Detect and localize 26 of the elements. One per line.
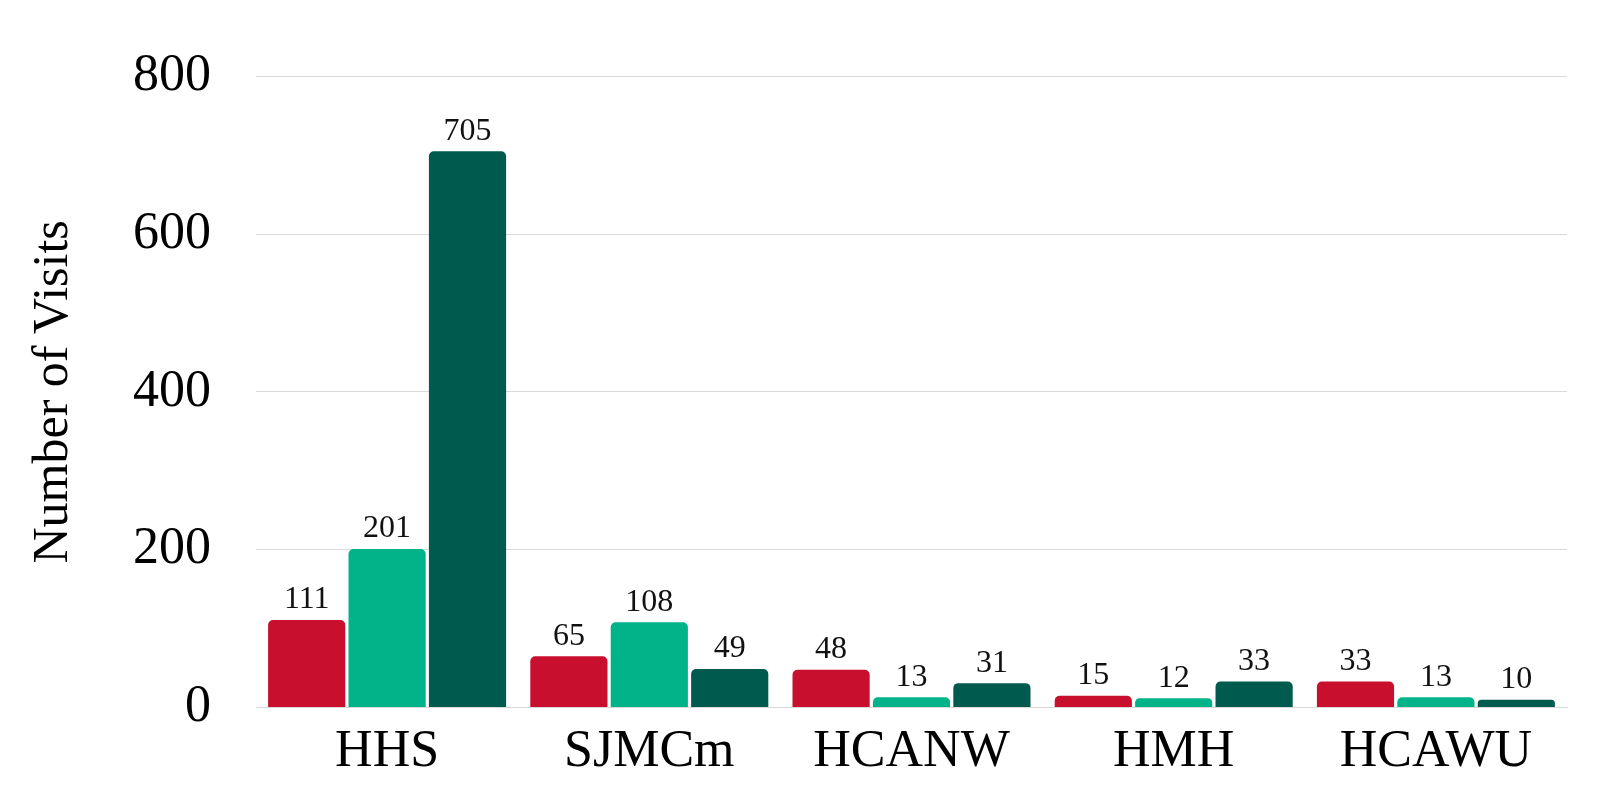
y-tick-label: 800: [133, 43, 211, 101]
x-tick-label: HCAWU: [1339, 720, 1533, 778]
data-label: 65: [552, 615, 585, 652]
data-label: 705: [443, 110, 492, 147]
y-tick-label: 600: [133, 201, 211, 259]
x-tick-label: HMH: [1113, 720, 1235, 778]
data-label: 201: [363, 508, 412, 545]
data-label: 31: [975, 642, 1008, 679]
data-label: 108: [625, 581, 674, 618]
data-label: 13: [895, 656, 928, 693]
x-tick-label: SJMCm: [564, 720, 735, 778]
x-tick-label: HHS: [335, 720, 440, 778]
y-tick-label: 400: [133, 359, 211, 417]
data-label: 15: [1077, 655, 1110, 692]
data-label: 48: [815, 629, 848, 666]
y-axis-title: Number of Visits: [22, 220, 79, 564]
y-tick-label: 0: [185, 675, 211, 733]
data-label: 12: [1157, 657, 1190, 694]
x-tick-label: HCANW: [813, 720, 1010, 778]
data-label: 10: [1500, 659, 1533, 696]
data-label: 49: [713, 628, 746, 665]
data-label: 13: [1419, 656, 1452, 693]
y-tick-label: 200: [133, 517, 211, 575]
data-label: 33: [1238, 640, 1271, 677]
data-label: 33: [1339, 640, 1372, 677]
data-label: 111: [283, 579, 330, 616]
